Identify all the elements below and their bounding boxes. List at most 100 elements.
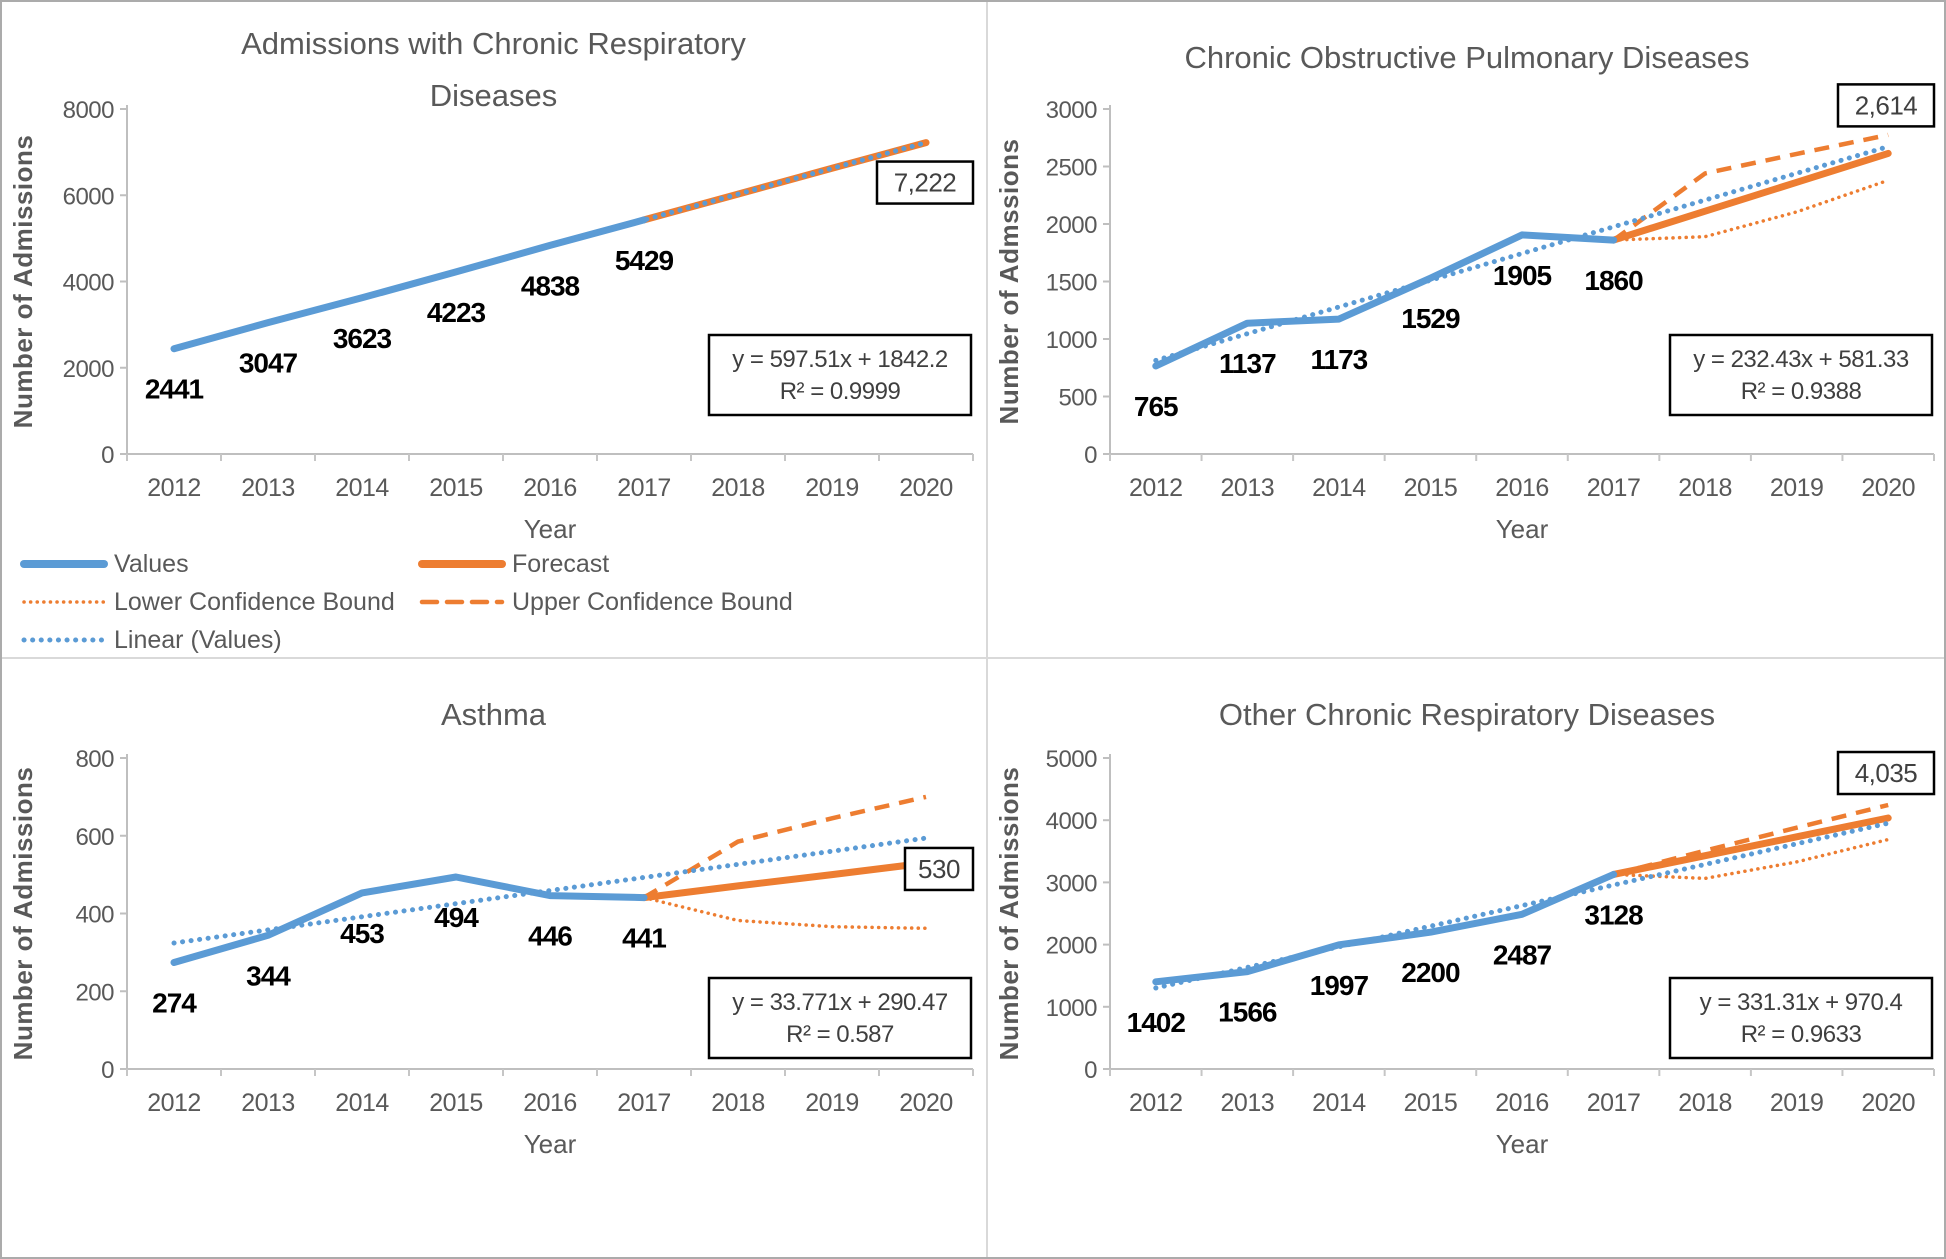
x-tick-label: 2015: [1404, 1089, 1458, 1117]
chart-svg: Asthma 0 200 400 600 800 2012 2013 2014 2015 2016 2…: [8, 697, 975, 1159]
x-axis-title: Year: [524, 1129, 577, 1159]
series-linear-values--line: [171, 140, 929, 352]
x-tick-label: 2018: [711, 1089, 765, 1117]
y-tick-label: 1000: [1046, 995, 1098, 1022]
data-label: 1566: [1218, 997, 1277, 1028]
data-label: 2441: [145, 374, 204, 405]
trendline-equation-box: [707, 333, 973, 417]
forecast-value-label: 530: [918, 854, 960, 884]
chart-title: Chronic Obstructive Pulmonary Diseases: [1184, 40, 1749, 75]
y-tick-label: 5000: [1046, 746, 1098, 773]
y-axis-title: Number of Admissions: [8, 135, 38, 429]
x-tick-label: 2016: [1495, 474, 1549, 502]
x-tick-label: 2012: [147, 474, 201, 502]
data-label: 2487: [1493, 939, 1552, 970]
x-tick-label: 2020: [1861, 474, 1915, 502]
x-axis-title: Year: [1496, 1129, 1549, 1159]
trendline-equation-box: [1668, 333, 1934, 417]
data-label: 5429: [615, 245, 674, 276]
y-tick-label: 2000: [63, 356, 115, 383]
series-values-line: [1152, 231, 1618, 370]
data-label: 1402: [1127, 1007, 1186, 1038]
chart-svg: Chronic Obstructive Pulmonary Diseases 0 5…: [994, 40, 1936, 544]
forecast-value-box: [1836, 750, 1936, 796]
r-squared-value: R² = 0.9633: [1741, 1021, 1862, 1048]
series-upper-confidence-bound-line: [1612, 132, 1889, 242]
x-tick-label: 2018: [1678, 474, 1732, 502]
legend-label-lower-confidence-bound: Lower Confidence Bound: [114, 588, 395, 616]
series-forecast-line: [1610, 814, 1892, 878]
series-linear-values--line: [171, 835, 929, 946]
legend-label-values: Values: [114, 550, 189, 578]
y-tick-label: 8000: [63, 97, 115, 124]
y-axis-title: Number of Admssions: [994, 139, 1024, 425]
x-tick-label: 2014: [1312, 474, 1366, 502]
y-axis-title: Number of Admissions: [8, 767, 38, 1061]
x-tick-label: 2017: [617, 1089, 671, 1117]
vertical-divider: [986, 2, 988, 1257]
series-lower-confidence-bound-line: [1611, 178, 1890, 242]
series-linear-values--line: [1153, 144, 1891, 363]
data-label: 3047: [239, 348, 298, 379]
y-tick-label: 3000: [1046, 97, 1098, 124]
data-label: 765: [1134, 391, 1178, 422]
forecast-value-label: 2,614: [1855, 90, 1918, 120]
y-tick-label: 4000: [63, 270, 115, 297]
x-tick-label: 2014: [335, 474, 389, 502]
x-tick-label: 2015: [429, 474, 483, 502]
chart-other-chronic-respiratory: Other Chronic Respiratory Diseases 0 1000 2…: [988, 659, 1944, 1257]
x-tick-label: 2013: [1221, 1089, 1275, 1117]
x-tick-label: 2013: [1221, 474, 1275, 502]
series-values-line: [170, 873, 648, 966]
data-label: 446: [528, 921, 572, 952]
x-tick-label: 2019: [805, 1089, 859, 1117]
chart-copd: Chronic Obstructive Pulmonary Diseases 0 5…: [988, 2, 1944, 657]
forecast-value-box: [903, 846, 975, 892]
forecast-value-box: [875, 160, 975, 205]
series-upper-confidence-bound-line: [1613, 802, 1889, 877]
trendline-equation-box: [707, 976, 973, 1060]
x-tick-label: 2012: [147, 1089, 201, 1117]
series-forecast-line: [1610, 149, 1892, 244]
data-label: 1173: [1311, 344, 1368, 375]
legend-label-upper-confidence-bound: Upper Confidence Bound: [512, 588, 793, 616]
series-lower-confidence-bound-line: [642, 895, 928, 931]
y-tick-label: 6000: [63, 183, 115, 210]
chart-admissions-chronic-respiratory: Admissions with Chronic Respiratory Disea…: [2, 2, 985, 657]
x-axis-title: Year: [524, 514, 577, 544]
x-tick-label: 2016: [523, 1089, 577, 1117]
data-label: 4223: [427, 297, 486, 328]
forecast-value-box: [1836, 83, 1936, 128]
x-tick-label: 2017: [1587, 1089, 1641, 1117]
y-tick-label: 3000: [1046, 870, 1098, 897]
y-tick-label: 2500: [1046, 155, 1098, 182]
y-tick-label: 4000: [1046, 808, 1098, 835]
chart-svg: Admissions with Chronic Respiratory Disea…: [8, 26, 975, 654]
x-tick-label: 2016: [523, 474, 577, 502]
data-label: 1905: [1493, 260, 1552, 291]
y-tick-label: 0: [1084, 1057, 1097, 1084]
series-upper-confidence-bound-line: [642, 794, 927, 900]
data-label: 3128: [1584, 899, 1643, 930]
data-label: 344: [246, 960, 291, 991]
x-tick-label: 2012: [1129, 474, 1183, 502]
data-label: 274: [152, 987, 197, 1018]
x-tick-label: 2019: [805, 474, 859, 502]
x-tick-label: 2020: [1861, 1089, 1915, 1117]
forecast-value-label: 7,222: [894, 168, 957, 198]
chart-title: Asthma: [441, 697, 547, 732]
y-tick-label: 500: [1058, 385, 1097, 412]
data-label: 453: [340, 918, 384, 949]
data-label: 2200: [1401, 957, 1460, 988]
series-forecast-line: [640, 859, 930, 902]
y-tick-label: 0: [1084, 442, 1097, 469]
trendline-equation: y = 33.771x + 290.47: [732, 989, 948, 1016]
data-label: 441: [622, 923, 666, 954]
y-tick-label: 200: [75, 979, 114, 1006]
chart-asthma: Asthma 0 200 400 600 800 2012 2013 2014 2015 2016 2…: [2, 659, 985, 1257]
trendline-equation: y = 232.43x + 581.33: [1693, 346, 1909, 373]
x-tick-label: 2014: [335, 1089, 389, 1117]
data-label: 3623: [333, 323, 392, 354]
x-tick-label: 2018: [711, 474, 765, 502]
r-squared-value: R² = 0.587: [786, 1021, 894, 1048]
